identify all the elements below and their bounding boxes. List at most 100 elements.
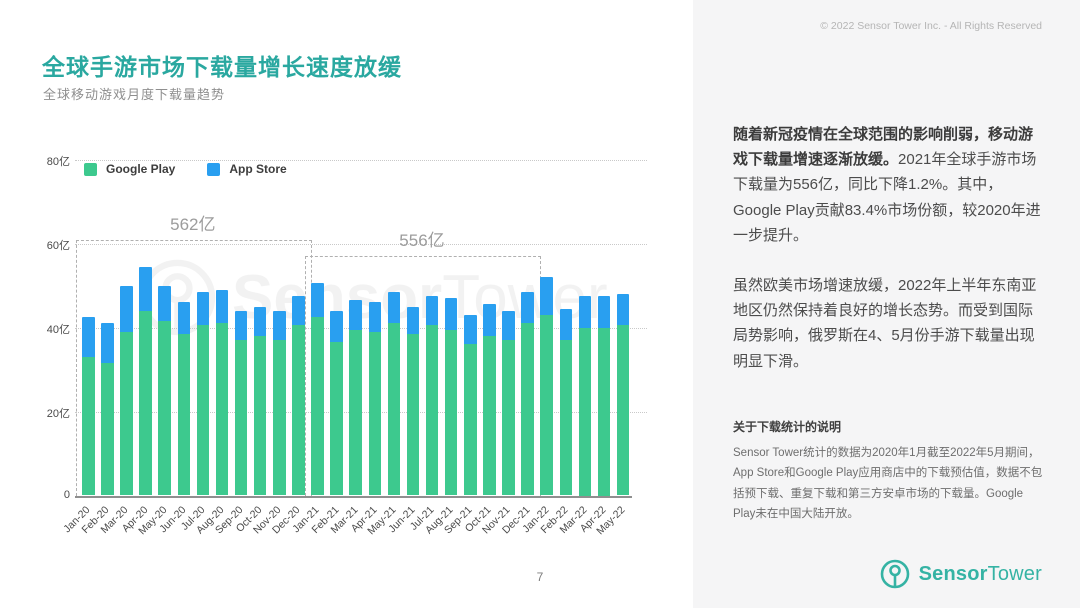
bar-Feb-20[interactable] [101,323,114,496]
legend-item-app-store: App Store [207,162,287,176]
bar-segment-app-store [578,296,592,328]
logo-wordmark: SensorTower [918,562,1042,585]
bar-May-22[interactable] [616,293,630,496]
bar-segment-app-store [120,285,133,332]
bar-segment-app-store [425,296,439,326]
bar-segment-app-store [597,296,611,328]
bar-segment-google-play [330,342,343,496]
bar-segment-app-store [177,302,190,334]
bar-Apr-20[interactable] [139,266,152,496]
y-tick-label: 40亿 [46,323,70,336]
bar-segment-app-store [330,310,343,343]
bar-Nov-20[interactable] [273,310,286,496]
bar-Oct-20[interactable] [253,306,267,496]
bar-segment-google-play [559,340,572,496]
bar-segment-app-store [368,302,381,332]
bar-Aug-20[interactable] [215,289,229,496]
annotation-label-2: 556亿 [399,231,445,251]
bar-segment-app-store [253,306,267,336]
chart-subtitle: 全球移动游戏月度下载量趋势 [43,87,226,102]
bar-Jul-21[interactable] [425,296,439,496]
bar-Dec-20[interactable] [292,296,305,496]
gridline-80 [75,159,647,161]
bar-Mar-22[interactable] [578,296,592,496]
bar-segment-google-play [101,363,114,496]
bar-segment-google-play [483,335,496,496]
page-number: 7 [536,570,544,584]
bar-segment-app-store [101,323,114,364]
bar-segment-app-store [387,291,401,324]
bar-segment-app-store [502,310,515,341]
bar-segment-google-play [502,340,515,496]
copyright: © 2022 Sensor Tower Inc. - All Rights Re… [820,20,1042,32]
legend-label: App Store [229,162,287,176]
sensor-tower-logo-icon [880,559,909,589]
bar-segment-app-store [616,293,630,326]
summary-paragraph-1: 随着新冠疫情在全球范围的影响削弱，移动游戏下载量增速逐渐放缓。2021年全球手游… [733,122,1047,248]
annotation-box-2 [305,256,541,497]
bar-segment-app-store [158,285,171,322]
annotation-label-1: 562亿 [170,215,216,235]
bar-segment-google-play [234,340,248,496]
bar-Jan-22[interactable] [540,277,553,496]
bar-segment-app-store [559,308,572,341]
summary-text: 随着新冠疫情在全球范围的影响削弱，移动游戏下载量增速逐渐放缓。2021年全球手游… [733,122,1047,374]
bar-Sep-20[interactable] [234,310,248,496]
bar-Apr-21[interactable] [368,302,381,496]
bar-segment-google-play [253,335,267,496]
bar-segment-google-play [177,333,190,496]
bar-segment-app-store [215,289,229,324]
gridline-60 [75,243,647,245]
bar-segment-google-play [292,325,305,496]
bar-Sep-21[interactable] [464,314,477,496]
bar-segment-google-play [387,323,401,496]
bar-Jul-20[interactable] [196,291,210,496]
download-stats-note: 关于下载统计的说明 Sensor Tower统计的数据为2020年1月截至202… [733,418,1045,525]
bar-segment-google-play [196,325,210,496]
note-title: 关于下载统计的说明 [733,420,842,434]
bar-Dec-21[interactable] [521,291,534,496]
bar-segment-app-store [464,314,477,345]
bar-segment-google-play [406,333,420,496]
bar-segment-google-play [444,329,458,496]
bar-segment-app-store [196,291,210,326]
bar-Feb-22[interactable] [559,308,572,496]
bar-Apr-22[interactable] [597,296,611,496]
right-panel: © 2022 Sensor Tower Inc. - All Rights Re… [693,0,1080,608]
bar-segment-google-play [368,331,381,496]
bar-Jun-20[interactable] [177,302,190,496]
bar-segment-app-store [406,306,420,334]
bar-segment-google-play [464,344,477,496]
legend-label: Google Play [106,162,176,176]
bar-Nov-21[interactable] [502,310,515,496]
bar-Jan-20[interactable] [82,317,95,496]
page-title: 全球手游市场下载量增长速度放缓 [42,54,402,81]
bar-segment-google-play [616,325,630,496]
bar-segment-google-play [82,356,95,496]
bar-segment-app-store [139,266,152,311]
annotation-box-1 [76,240,312,497]
bar-segment-google-play [521,323,534,496]
bar-segment-google-play [578,327,592,496]
bar-May-20[interactable] [158,285,171,496]
bar-Mar-21[interactable] [349,300,362,496]
para1-rest: 2021年全球手游市场下载量为556亿，同比下降1.2%。其中，Google P… [733,151,1041,244]
bar-segment-app-store [444,298,458,330]
bar-segment-app-store [234,310,248,341]
bar-Aug-21[interactable] [444,298,458,496]
bar-May-21[interactable] [387,291,401,496]
y-tick-label: 0 [63,488,70,501]
bar-segment-google-play [311,316,324,496]
bar-segment-app-store [483,304,496,336]
bar-segment-google-play [597,327,611,496]
bar-Jun-21[interactable] [406,306,420,496]
bar-Oct-21[interactable] [483,304,496,496]
bar-Jan-21[interactable] [311,283,324,496]
bar-segment-app-store [349,300,362,330]
bar-Feb-21[interactable] [330,310,343,496]
y-tick-label: 80亿 [46,155,70,168]
bar-Mar-20[interactable] [120,285,133,496]
y-tick-label: 20亿 [46,407,70,420]
